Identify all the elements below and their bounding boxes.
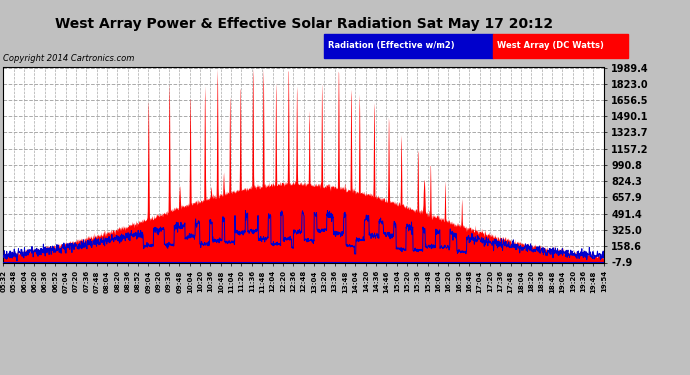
Text: West Array Power & Effective Solar Radiation Sat May 17 20:12: West Array Power & Effective Solar Radia… [55,17,553,31]
Text: West Array (DC Watts): West Array (DC Watts) [497,42,604,51]
Text: Copyright 2014 Cartronics.com: Copyright 2014 Cartronics.com [3,54,135,63]
Text: Radiation (Effective w/m2): Radiation (Effective w/m2) [328,42,455,51]
